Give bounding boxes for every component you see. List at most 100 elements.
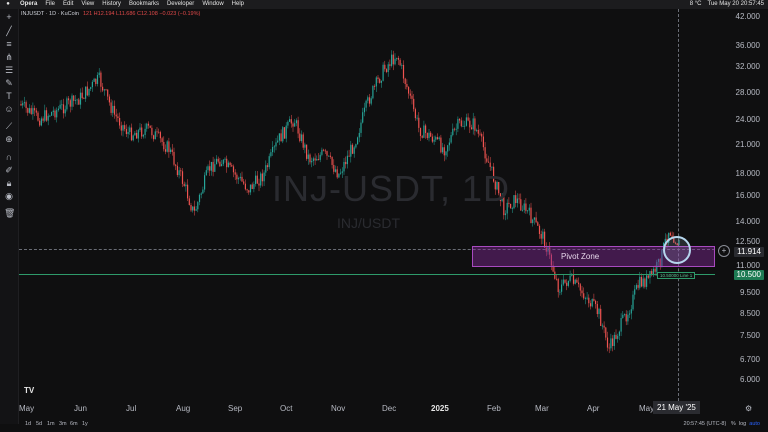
candle-body bbox=[591, 299, 593, 307]
candle-body bbox=[569, 275, 571, 281]
menu-file[interactable]: File bbox=[45, 1, 56, 7]
percent-toggle[interactable]: % bbox=[730, 421, 736, 427]
candle-body bbox=[129, 127, 131, 133]
candle-body bbox=[134, 132, 136, 136]
candle-body bbox=[59, 104, 61, 109]
horizontal-lines-icon[interactable]: ≡ bbox=[6, 39, 12, 49]
candle-body bbox=[289, 119, 291, 122]
menu-edit[interactable]: Edit bbox=[63, 1, 74, 7]
candle-body bbox=[98, 72, 100, 76]
candle-body bbox=[316, 159, 318, 161]
price-tick: 14.000 bbox=[735, 217, 760, 226]
candle-body bbox=[397, 57, 399, 60]
candle-body bbox=[51, 112, 53, 116]
text-icon[interactable]: T bbox=[6, 91, 12, 101]
eye-icon[interactable]: ◉ bbox=[5, 191, 13, 201]
candle-body bbox=[86, 86, 88, 96]
utc-clock[interactable]: 20:57:45 (UTC-8) bbox=[683, 421, 727, 427]
candle-body bbox=[229, 162, 231, 166]
menu-app[interactable]: Opera bbox=[20, 1, 38, 7]
horizontal-line-support[interactable] bbox=[19, 274, 715, 275]
candle-body bbox=[304, 144, 306, 148]
candle-body bbox=[93, 78, 95, 82]
candle-body bbox=[294, 123, 296, 127]
candle-body bbox=[144, 128, 146, 136]
candle-body bbox=[501, 196, 503, 201]
time-tick-year: 2025 bbox=[431, 404, 449, 413]
price-tick: 28.000 bbox=[735, 88, 760, 97]
range-6m[interactable]: 6m bbox=[70, 421, 78, 427]
candle-body bbox=[217, 158, 219, 162]
price-axis[interactable]: 42.000 36.000 32.000 28.000 24.000 21.00… bbox=[715, 9, 768, 401]
range-1y[interactable]: 1y bbox=[82, 421, 88, 427]
line-label[interactable]: 10.50000 Line 1 bbox=[657, 272, 696, 279]
candle-body bbox=[637, 285, 639, 288]
range-3m[interactable]: 3m bbox=[59, 421, 67, 427]
trash-icon[interactable]: 🗑︎ bbox=[4, 208, 16, 218]
menu-window[interactable]: Window bbox=[202, 1, 224, 7]
settings-gear-icon[interactable]: ⚙ bbox=[745, 404, 753, 413]
candle-body bbox=[515, 195, 517, 204]
zoom-icon[interactable]: ⊕ bbox=[5, 134, 13, 144]
candle-body bbox=[368, 97, 371, 104]
magnet-icon[interactable]: ∩ bbox=[5, 152, 13, 162]
candle-body bbox=[595, 300, 597, 304]
clock-status[interactable]: Tue May 20 20:57:45 bbox=[707, 1, 764, 7]
range-5d[interactable]: 5d bbox=[36, 421, 43, 427]
pitchfork-icon[interactable]: ⋔ bbox=[5, 52, 13, 62]
highlight-circle[interactable] bbox=[663, 236, 691, 264]
time-axis[interactable]: May Jun Jul Aug Sep Oct Nov Dec 2025 Feb… bbox=[19, 401, 715, 415]
trendline-icon[interactable]: ╱ bbox=[6, 26, 12, 36]
lock-icon[interactable]: 🔒︎ bbox=[6, 178, 12, 188]
candle-body bbox=[214, 164, 216, 172]
candle-body bbox=[181, 171, 184, 184]
ruler-icon[interactable]: ⟋ bbox=[5, 121, 13, 131]
candle-body bbox=[119, 118, 121, 126]
candle-body bbox=[423, 125, 425, 138]
candle-body bbox=[601, 325, 603, 327]
menu-developer[interactable]: Developer bbox=[166, 1, 195, 7]
candle-body bbox=[110, 102, 112, 113]
candle-body bbox=[195, 209, 197, 211]
candle-body bbox=[430, 132, 432, 137]
candle-body bbox=[377, 77, 379, 79]
candle-body bbox=[32, 108, 34, 114]
log-toggle[interactable]: log bbox=[738, 421, 747, 427]
candle-body bbox=[299, 133, 301, 142]
symbol-name[interactable]: INJUSDT · 1D · KuCoin bbox=[21, 11, 79, 17]
crosshair-icon[interactable]: + bbox=[6, 12, 12, 22]
range-1m[interactable]: 1m bbox=[47, 421, 55, 427]
candle-body bbox=[401, 64, 403, 66]
stay-drawing-icon[interactable]: ✐ bbox=[5, 165, 13, 175]
menu-bookmarks[interactable]: Bookmarks bbox=[128, 1, 159, 7]
auto-toggle[interactable]: auto bbox=[749, 421, 760, 427]
candle-body bbox=[540, 234, 542, 239]
menu-history[interactable]: History bbox=[102, 1, 121, 7]
menu-view[interactable]: View bbox=[81, 1, 95, 7]
time-tick: Mar bbox=[535, 404, 549, 413]
brush-icon[interactable]: ✎ bbox=[5, 78, 13, 88]
candle-body bbox=[443, 147, 445, 156]
tradingview-logo-icon[interactable]: TV bbox=[24, 386, 35, 395]
smile-icon[interactable]: ☺ bbox=[4, 104, 14, 114]
range-1d[interactable]: 1d bbox=[25, 421, 32, 427]
price-tick: 21.000 bbox=[735, 140, 760, 149]
candle-body bbox=[120, 125, 122, 131]
fib-icon[interactable]: ☰ bbox=[4, 65, 14, 75]
time-tick: Jul bbox=[126, 404, 137, 413]
pivot-zone-rectangle[interactable] bbox=[472, 246, 715, 267]
weather-status[interactable]: 8 °C bbox=[689, 1, 702, 7]
candle-body bbox=[498, 181, 500, 194]
candle-body bbox=[346, 155, 348, 165]
candle-body bbox=[34, 108, 36, 111]
candle-body bbox=[440, 137, 442, 153]
status-tray: 8 °C Tue May 20 20:57:45 bbox=[690, 0, 764, 9]
add-alert-icon[interactable]: + bbox=[718, 245, 730, 257]
candle-body bbox=[469, 120, 471, 128]
apple-icon[interactable]: ● bbox=[6, 1, 10, 7]
candle-body bbox=[256, 175, 258, 184]
candle-body bbox=[606, 337, 609, 348]
candle-body bbox=[618, 331, 620, 336]
menu-help[interactable]: Help bbox=[231, 1, 244, 7]
candle-body bbox=[193, 206, 195, 211]
